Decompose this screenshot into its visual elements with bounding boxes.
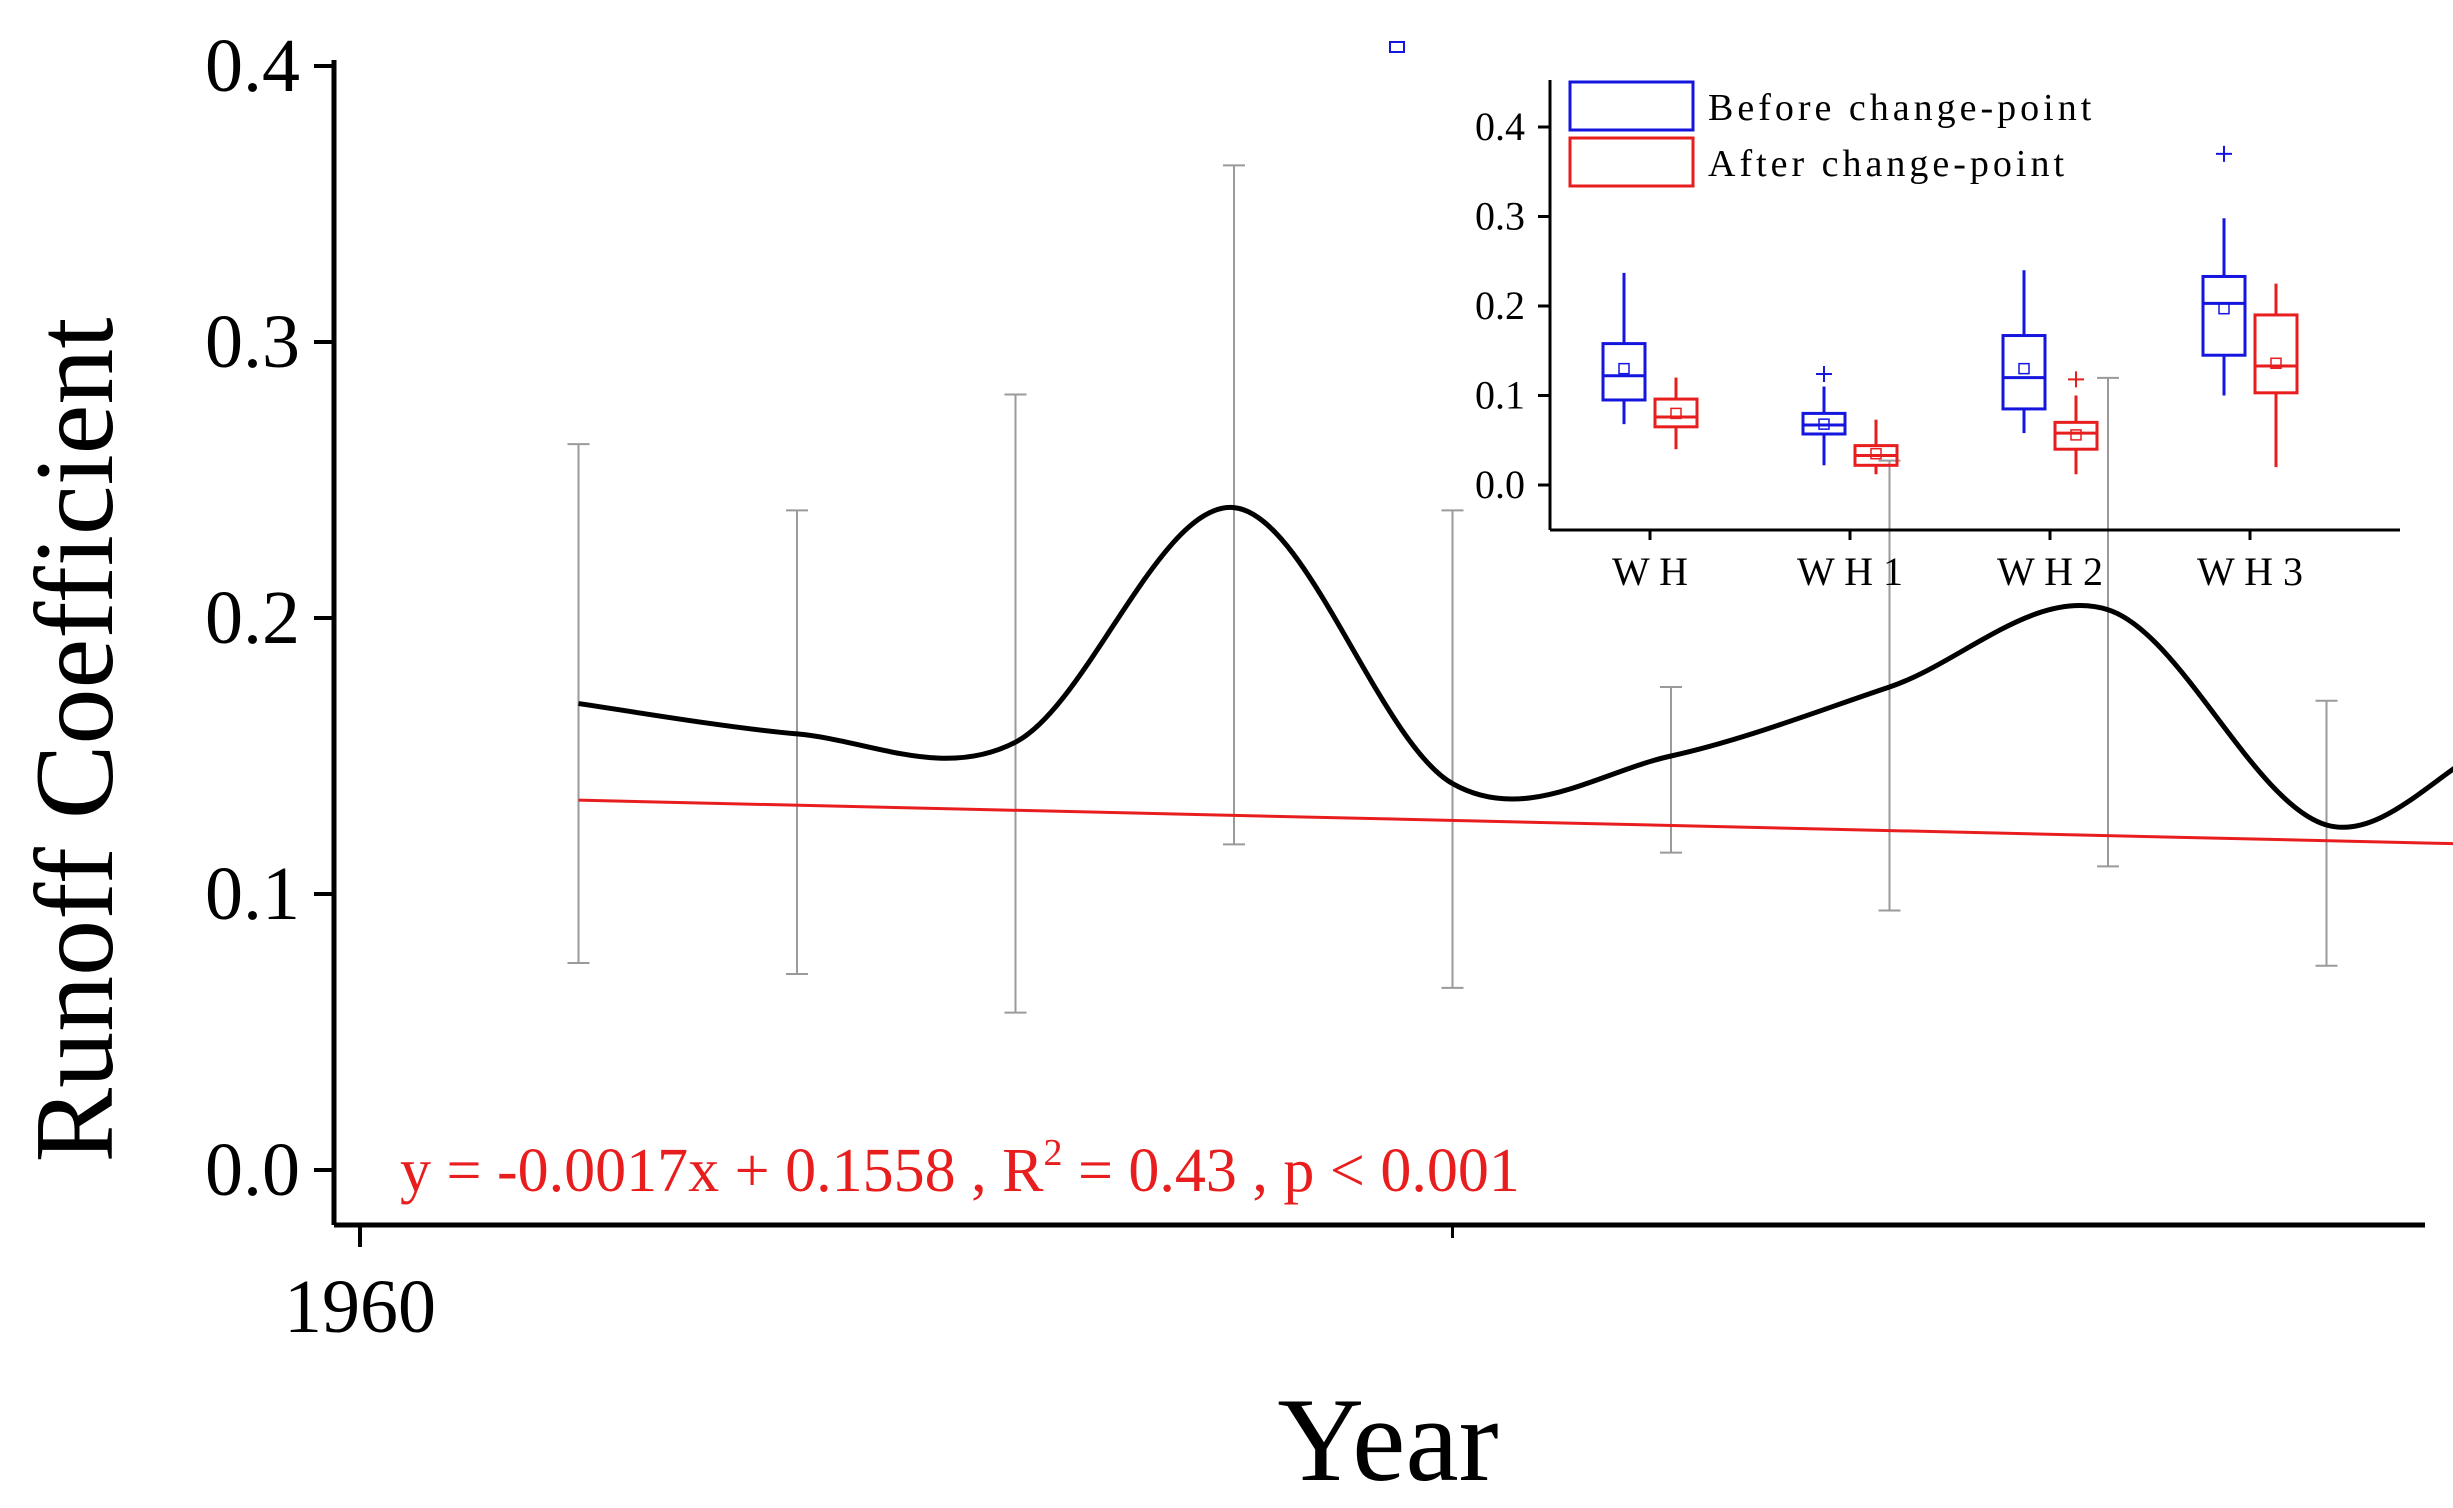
box-mean-marker [1618, 362, 1630, 375]
box-body [1601, 342, 1647, 402]
box-after [2053, 371, 2099, 475]
inset-x-tick-label: W H [1612, 549, 1688, 594]
y-tick-label: 0.1 [205, 852, 300, 936]
inset-y-tick-label: 0.2 [1475, 283, 1525, 328]
y-tick-label: 0.2 [205, 576, 300, 660]
error-bar [2315, 699, 2338, 967]
inset-boxes [1601, 145, 2299, 475]
box-mean-marker [2070, 429, 2082, 441]
inset-x-tick-label: W H 1 [1797, 549, 1903, 594]
box-mean-marker [1670, 407, 1682, 420]
legend-label-after: After change-point [1708, 143, 2068, 185]
main-axis-ticks: 0.00.10.20.30.4196019701980199020002010 [205, 24, 1454, 1349]
inset-y-tick-label: 0.1 [1475, 373, 1525, 418]
main-error-bars [567, 164, 2338, 1014]
box-before [2201, 145, 2247, 396]
box-outlier [2216, 145, 2232, 162]
error-bar [786, 509, 808, 976]
box-body [2253, 313, 2299, 395]
y-axis-title: Runoff Coefficient [13, 317, 137, 1162]
x-tick-label: 1960 [284, 1265, 436, 1349]
inset-y-tick-label: 0.4 [1475, 104, 1525, 149]
inset-stray-marker [1389, 41, 1405, 53]
box-body [2201, 274, 2247, 357]
inset-y-tick-label: 0.0 [1475, 462, 1525, 507]
box-mean-marker [2270, 357, 2282, 370]
box-before [2001, 270, 2047, 434]
box-after [1853, 419, 1899, 475]
inset-axis-ticks: 0.0 0.1 0.2 0.3 0.4 W H W H 1 W H 2 W H 3 [1475, 104, 2303, 594]
inset-boxplot: 0.0 0.1 0.2 0.3 0.4 W H W H 1 W H 2 W H 3 Before… [1389, 41, 2400, 594]
legend-label-before: Before change-point [1708, 87, 2095, 129]
error-bar [1223, 164, 1245, 846]
inset-x-tick-label: W H 3 [2197, 549, 2303, 594]
box-mean-marker [2018, 362, 2030, 375]
inset-x-tick-label: W H 2 [1997, 549, 2103, 594]
inset-legend: Before change-point After change-point [1568, 80, 2095, 188]
y-tick-label: 0.3 [205, 300, 300, 384]
box-mean-marker [2218, 302, 2230, 315]
box-body [2053, 420, 2099, 451]
runoff-smoothed-line [578, 505, 2453, 830]
legend-swatch-before [1568, 80, 1695, 132]
box-outlier [2068, 371, 2084, 388]
legend-swatch-after [1568, 136, 1695, 188]
box-mean-marker [1818, 418, 1830, 430]
error-bar [2097, 376, 2119, 868]
box-after [1653, 377, 1699, 450]
error-bar [1441, 509, 1464, 989]
box-after [2253, 283, 2299, 468]
box-before [1601, 272, 1647, 425]
box-body [2001, 334, 2047, 411]
inset-y-tick-label: 0.3 [1475, 194, 1525, 239]
box-body [1653, 397, 1699, 429]
trend-equation: y = -0.0017x + 0.1558 , R2 = 0.43 , p < … [400, 1132, 1520, 1205]
error-bar [1660, 686, 1682, 854]
x-axis-title: Year [1277, 1373, 1498, 1506]
error-bar [1004, 393, 1027, 1014]
y-tick-label: 0.0 [205, 1128, 300, 1212]
trend-line [578, 798, 2453, 846]
main-chart: 0.00.10.20.30.4196019701980199020002010 … [13, 24, 2453, 1506]
box-outlier [1816, 366, 1832, 383]
box-before [1801, 366, 1847, 466]
y-tick-label: 0.4 [205, 24, 300, 108]
box-mean-marker [1870, 447, 1882, 460]
